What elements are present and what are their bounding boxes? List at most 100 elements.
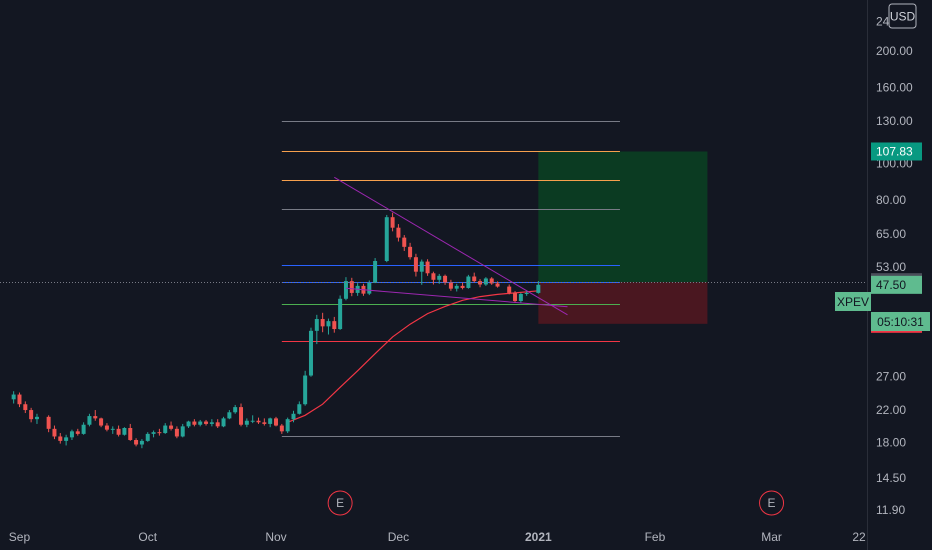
candle-body — [81, 424, 86, 434]
earnings-circle — [327, 490, 353, 516]
candle-body — [23, 404, 28, 411]
candle-44 — [274, 416, 278, 427]
candle-body — [507, 286, 512, 293]
candle-body — [326, 321, 331, 327]
time-axis[interactable]: Sep Oct Nov Dec 2021 Feb Mar 22 — [9, 530, 866, 544]
trendlines-layer[interactable] — [334, 176, 568, 316]
trendline-1[interactable] — [345, 287, 568, 308]
candle-body — [256, 420, 261, 423]
candle-69 — [425, 259, 430, 276]
candle-49 — [303, 370, 308, 406]
moving-average-line — [287, 290, 539, 423]
candle-body — [285, 419, 290, 432]
candle-body — [227, 412, 232, 419]
candle-body — [180, 426, 185, 437]
candle-70 — [431, 271, 436, 285]
candle-body — [192, 421, 197, 425]
candle-61 — [373, 258, 378, 284]
candle-body — [384, 217, 389, 261]
candle-80 — [489, 277, 494, 285]
candle-47 — [291, 410, 296, 423]
candle-16 — [110, 426, 115, 434]
candle-53 — [326, 318, 331, 335]
candle-body — [169, 425, 174, 429]
candle-body — [221, 418, 226, 427]
candle-66 — [408, 242, 413, 260]
candle-body — [75, 431, 80, 434]
y-tick-label-2: 18.00 — [876, 436, 906, 450]
candle-body — [431, 273, 436, 280]
stop-zone[interactable] — [538, 282, 708, 324]
candle-body — [489, 278, 494, 284]
price-label-2: 47.50 — [871, 275, 922, 294]
candle-48 — [297, 401, 302, 415]
x-tick-label-6: Mar — [761, 530, 782, 544]
earnings-marker-0[interactable]: E — [327, 490, 353, 516]
x-tick-label-5: Feb — [645, 530, 666, 544]
candle-body — [122, 428, 127, 435]
candle-body — [472, 276, 477, 282]
price-axis[interactable]: 11.90 14.50 18.00 22.00 27.00 53.00 65.00 80.00… — [876, 14, 913, 517]
candle-24 — [157, 428, 162, 436]
candle-body — [448, 282, 453, 289]
x-tick-label-0: Sep — [9, 530, 31, 544]
countdown-badge: 05:10:31 — [871, 312, 930, 331]
candle-body — [17, 394, 22, 405]
candle-body — [215, 422, 220, 427]
candle-body — [198, 421, 203, 425]
symbol-badge-text: XPEV — [837, 295, 869, 309]
candle-67 — [413, 253, 418, 277]
candle-82 — [507, 284, 512, 295]
candle-body — [239, 407, 244, 425]
candle-86 — [536, 281, 541, 294]
y-tick-label-1: 14.50 — [876, 471, 906, 485]
trendline-0[interactable] — [334, 176, 568, 316]
candle-body — [518, 293, 523, 302]
x-tick-label-7: 22 — [852, 530, 866, 544]
candle-body — [46, 416, 51, 429]
earnings-label: E — [768, 496, 776, 510]
candle-43 — [268, 417, 273, 428]
candle-45 — [279, 423, 284, 434]
candle-body — [396, 227, 401, 238]
candles-layer — [11, 212, 541, 449]
candle-41 — [256, 417, 261, 424]
target-zone[interactable] — [538, 151, 708, 283]
candle-body — [495, 283, 500, 287]
candle-75 — [460, 282, 465, 290]
candle-33 — [209, 419, 214, 427]
candle-9 — [69, 429, 74, 440]
x-tick-label-4: 2021 — [525, 530, 552, 544]
candle-74 — [454, 283, 459, 292]
candle-72 — [443, 274, 448, 285]
candle-body — [157, 432, 162, 434]
candle-body — [419, 261, 424, 272]
candle-body — [93, 416, 98, 419]
symbol-badge: XPEV — [835, 292, 871, 311]
candle-body — [274, 418, 278, 426]
candle-body — [308, 330, 313, 376]
candle-body — [402, 237, 407, 247]
candle-11 — [81, 422, 86, 435]
candle-84 — [518, 292, 523, 304]
earnings-marker-1[interactable]: E — [759, 490, 785, 516]
candle-1 — [17, 392, 22, 408]
currency-button[interactable]: USD — [888, 3, 917, 29]
candle-42 — [262, 418, 267, 426]
candle-body — [338, 298, 343, 330]
candle-body — [443, 275, 448, 283]
position-zones[interactable] — [538, 151, 708, 324]
price-label-text: 47.50 — [876, 278, 906, 292]
candle-46 — [285, 417, 290, 434]
candle-body — [279, 425, 284, 432]
candle-body — [250, 420, 255, 422]
candle-body — [303, 375, 308, 405]
candle-35 — [221, 416, 226, 428]
y-tick-label-10: 160.00 — [876, 80, 913, 94]
candle-body — [454, 285, 459, 289]
candle-body — [437, 275, 442, 280]
candle-19 — [128, 423, 133, 441]
candle-body — [52, 428, 57, 437]
